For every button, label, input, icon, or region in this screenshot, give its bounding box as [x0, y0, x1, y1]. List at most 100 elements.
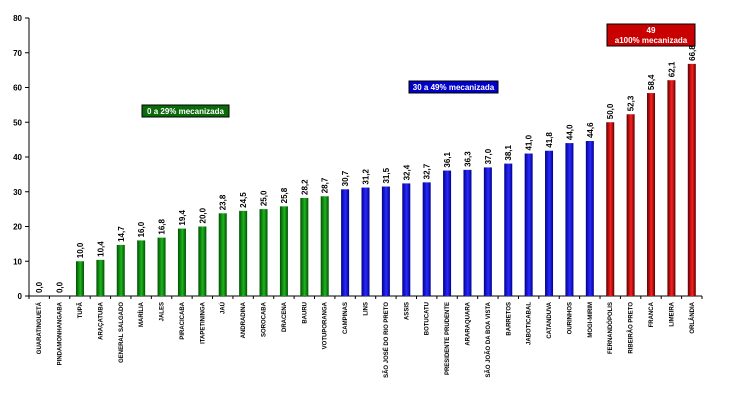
category-label: MOGI-MIRIM — [588, 302, 594, 338]
group-label-box: 0 a 29% mecanizada — [141, 104, 230, 118]
value-label: 58,4 — [647, 74, 656, 90]
bar — [116, 244, 125, 296]
value-label: 66,8 — [688, 45, 697, 61]
category-label: JALES — [160, 302, 166, 321]
value-label: 50,0 — [606, 103, 615, 119]
value-label: 41,8 — [545, 132, 554, 148]
bar — [381, 186, 390, 296]
bar — [463, 169, 472, 296]
value-label: 16,8 — [158, 218, 167, 234]
value-label: 44,6 — [586, 122, 595, 138]
category-label: SOROCABA — [262, 301, 268, 337]
category-label: FRANCA — [649, 301, 655, 327]
group-label-box: 30 a 49% mecanizada — [408, 80, 499, 94]
category-label: PRESIDENTE PRUDENTE — [445, 302, 451, 375]
category-label: JABOTICABAL — [527, 302, 533, 345]
category-label: SÃO JOÃO DA BOA VISTA — [485, 301, 492, 377]
category-label: CATANDUVA — [547, 301, 553, 338]
value-label: 28,2 — [300, 179, 309, 195]
value-label: 10,4 — [96, 241, 105, 257]
value-label: 31,5 — [382, 167, 391, 183]
category-label: PIRACICABA — [180, 301, 186, 339]
group-label-background — [606, 23, 696, 47]
category-label: ANDRADINA — [241, 301, 247, 338]
bar — [647, 93, 656, 296]
bar — [177, 228, 186, 296]
category-label: ORLÂNDIA — [689, 301, 696, 333]
category-label: OURINHOS — [567, 302, 573, 334]
bar — [198, 226, 207, 296]
bar — [279, 206, 288, 296]
bar — [96, 259, 105, 296]
bar — [239, 210, 248, 296]
category-label: ARAÇATUBA — [98, 301, 104, 340]
value-label: 41,0 — [525, 134, 534, 150]
value-label: 36,1 — [443, 151, 452, 167]
category-label: ARARAQUARA — [465, 301, 471, 345]
bar — [137, 240, 146, 296]
category-label: SÃO JOSÉ DO RIO PRETO — [382, 302, 390, 378]
category-label: ITAPETININGA — [200, 301, 206, 344]
category-label: RIBEIRÃO PRETO — [628, 302, 635, 354]
bar — [687, 63, 696, 297]
value-label: 0,0 — [35, 281, 44, 293]
value-label: 52,3 — [627, 95, 636, 111]
value-label: 38,1 — [504, 144, 513, 160]
bar — [504, 163, 513, 296]
bar — [259, 209, 268, 296]
bar — [443, 170, 452, 296]
value-label: 0,0 — [56, 281, 65, 293]
bar — [300, 198, 309, 296]
y-tick-label: 80 — [13, 14, 22, 23]
category-label: DRACENA — [282, 301, 288, 332]
category-label: PINDAMONHANGABA — [58, 301, 64, 365]
category-label: ASSIS — [404, 302, 410, 320]
bar — [545, 150, 554, 296]
value-label: 14,7 — [117, 226, 126, 242]
category-label: CAMPINAS — [343, 302, 349, 334]
bar-layer — [75, 63, 696, 297]
value-label: 23,8 — [219, 194, 228, 210]
bar — [483, 167, 492, 296]
bar — [606, 122, 615, 296]
bar — [361, 187, 370, 296]
value-label: 30,7 — [341, 170, 350, 186]
category-label: GENERAL SALGADO — [119, 302, 125, 363]
category-label: LIMEIRA — [669, 301, 675, 326]
category-label: JAÚ — [220, 302, 227, 314]
value-label: 37,0 — [484, 148, 493, 164]
y-tick-label: 20 — [13, 223, 22, 232]
value-label: 44,0 — [565, 124, 574, 140]
value-label: 31,2 — [362, 168, 371, 184]
y-tick-label: 50 — [13, 118, 22, 127]
value-label: 32,4 — [402, 164, 411, 180]
value-label: 16,0 — [137, 221, 146, 237]
category-label: BAURU — [302, 302, 308, 324]
value-label: 24,5 — [239, 192, 248, 208]
value-label: 62,1 — [667, 61, 676, 77]
value-label: 19,4 — [178, 209, 187, 225]
value-label: 36,3 — [463, 151, 472, 167]
group-label-text: a100% mecanizada — [615, 36, 688, 45]
bar — [565, 143, 574, 296]
bar — [218, 213, 227, 296]
bar — [157, 237, 166, 296]
value-label: 25,0 — [260, 190, 269, 206]
axis-layer: 0 10 20 30 40 50 60 70 80 — [13, 14, 703, 301]
value-label: 10,0 — [76, 242, 85, 258]
value-label: 25,8 — [280, 187, 289, 203]
bar — [585, 141, 594, 296]
group-label-text: 30 a 49% mecanizada — [413, 83, 495, 92]
bar — [75, 261, 84, 296]
value-label: 28,7 — [321, 177, 330, 193]
bar — [667, 80, 676, 296]
y-tick-label: 70 — [13, 49, 22, 58]
category-label: MARÍLIA — [137, 301, 145, 327]
category-label: TUPÃ — [77, 301, 84, 318]
category-label: LINS — [364, 302, 370, 316]
group-label-text: 49 — [647, 26, 656, 35]
bar — [524, 153, 533, 296]
